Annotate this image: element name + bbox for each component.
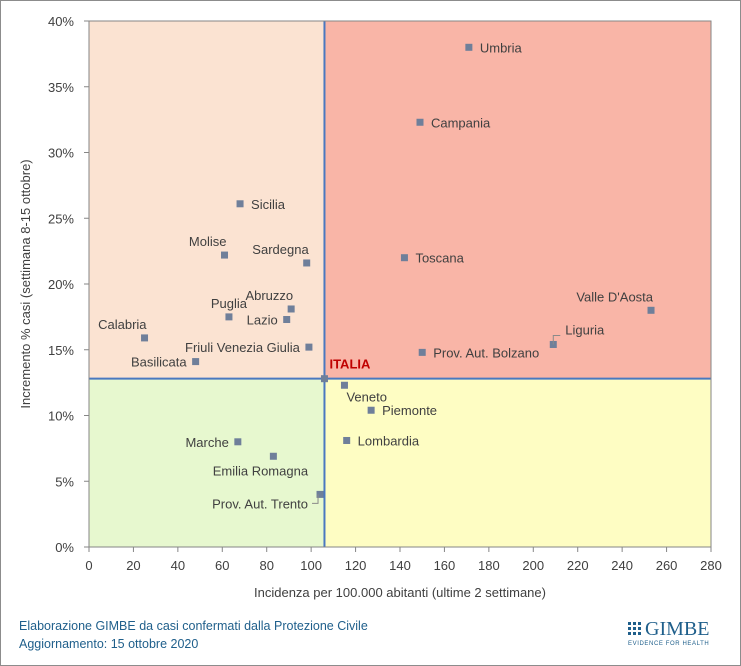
logo-grid-cell [638, 632, 641, 635]
data-point-label: Friuli Venezia Giulia [185, 340, 301, 355]
x-tick-label: 20 [126, 558, 140, 573]
data-point-label: Basilicata [131, 355, 187, 370]
footer-source: Elaborazione GIMBE da casi confermati da… [19, 619, 368, 633]
x-tick-label: 260 [656, 558, 678, 573]
y-axis-title: Incremento % casi (settimana 8-15 ottobr… [18, 159, 33, 408]
x-tick-label: 280 [700, 558, 722, 573]
data-point-marker [418, 348, 426, 356]
data-point-marker [221, 251, 229, 259]
y-tick-label: 5% [55, 474, 74, 489]
data-point-marker [647, 306, 655, 314]
data-point-label: Valle D'Aosta [576, 289, 653, 304]
reference-lines [89, 21, 711, 547]
logo-grid-cell [628, 622, 631, 625]
data-point-label: Veneto [346, 389, 387, 404]
x-tick-label: 140 [389, 558, 411, 573]
data-point-label: Marche [185, 435, 228, 450]
x-tick-label: 80 [259, 558, 273, 573]
data-point-marker [287, 305, 295, 313]
data-point-label: Molise [189, 234, 227, 249]
footer-update: Aggiornamento: 15 ottobre 2020 [19, 637, 199, 651]
data-point-label: Lombardia [358, 433, 420, 448]
logo-grid-cell [628, 627, 631, 630]
data-point-marker [269, 452, 277, 460]
italia-label: ITALIA [329, 357, 371, 372]
data-point-label: Puglia [211, 296, 248, 311]
quadrant-top-right [324, 21, 711, 379]
data-point-marker [400, 254, 408, 262]
data-point-label: Abruzzo [245, 288, 293, 303]
callout-line [312, 494, 319, 504]
y-tick-label: 25% [48, 211, 74, 226]
data-point-marker [416, 118, 424, 126]
data-point-label: Umbria [480, 40, 523, 55]
quadrant-bottom-left [89, 378, 325, 547]
x-tick-label: 60 [215, 558, 229, 573]
x-tick-label: 120 [345, 558, 367, 573]
x-tick-label: 240 [611, 558, 633, 573]
data-point-label: Toscana [415, 251, 464, 266]
logo-grid-cell [633, 622, 636, 625]
quadrant-bottom-right [324, 378, 711, 547]
data-point-label: Lazio [247, 313, 278, 328]
y-tick-label: 20% [48, 277, 74, 292]
data-point-marker [367, 406, 375, 414]
x-tick-label: 0 [85, 558, 92, 573]
data-points: ITALIA Umbria Campania Sicilia Molise Sardegn… [98, 40, 655, 511]
data-point-label: Calabria [98, 317, 147, 332]
italia-marker [320, 375, 328, 383]
y-tick-label: 40% [48, 14, 74, 29]
data-point-label: Sicilia [251, 197, 286, 212]
y-tick-label: 10% [48, 409, 74, 424]
x-tick-label: 100 [300, 558, 322, 573]
x-tick-label: 200 [522, 558, 544, 573]
logo-name: GIMBE [645, 618, 710, 640]
logo-tagline: EVIDENCE FOR HEALTH [628, 641, 710, 647]
footer-note: Elaborazione GIMBE da casi confermati da… [19, 617, 368, 653]
data-point-label: Liguria [565, 322, 605, 337]
x-tick-label: 180 [478, 558, 500, 573]
x-tick-label: 40 [171, 558, 185, 573]
data-point-label: Campania [431, 115, 491, 130]
data-point-marker [343, 436, 351, 444]
data-point-marker [316, 490, 324, 498]
data-point-label: Sardegna [252, 242, 309, 257]
x-tick-label: 160 [434, 558, 456, 573]
axes: 0 20 40 60 80 100 120 140 160 180 200 220 240 260 280 0… [48, 14, 722, 573]
data-point-marker [192, 358, 200, 366]
logo-grid-cell [628, 632, 631, 635]
data-point-marker [283, 316, 291, 324]
data-point-marker [465, 43, 473, 51]
logo-grid-cell [638, 622, 641, 625]
data-point-marker [303, 259, 311, 267]
data-point-label: Piemonte [382, 403, 437, 418]
data-point-label: Prov. Aut. Bolzano [433, 345, 539, 360]
data-point-marker [305, 343, 313, 351]
callout-line [552, 334, 561, 345]
quadrant-backgrounds [89, 21, 711, 547]
y-tick-label: 35% [48, 80, 74, 95]
x-axis-title: Incidenza per 100.000 abitanti (ultime 2… [254, 585, 546, 600]
data-point-label: Prov. Aut. Trento [212, 496, 308, 511]
data-point-marker [141, 334, 149, 342]
y-tick-label: 30% [48, 146, 74, 161]
logo-grid-cell [633, 632, 636, 635]
y-tick-label: 15% [48, 343, 74, 358]
data-point-marker [225, 313, 233, 321]
gimbe-logo: GIMBE EVIDENCE FOR HEALTH [628, 618, 710, 649]
data-point-marker [234, 438, 242, 446]
logo-grid-cell [633, 627, 636, 630]
data-point-marker [236, 200, 244, 208]
logo-grid-icon [628, 622, 643, 637]
logo-grid-cell [638, 627, 641, 630]
data-point-marker [340, 381, 348, 389]
x-tick-label: 220 [567, 558, 589, 573]
y-tick-label: 0% [55, 540, 74, 555]
data-point-label: Emilia Romagna [213, 463, 309, 478]
